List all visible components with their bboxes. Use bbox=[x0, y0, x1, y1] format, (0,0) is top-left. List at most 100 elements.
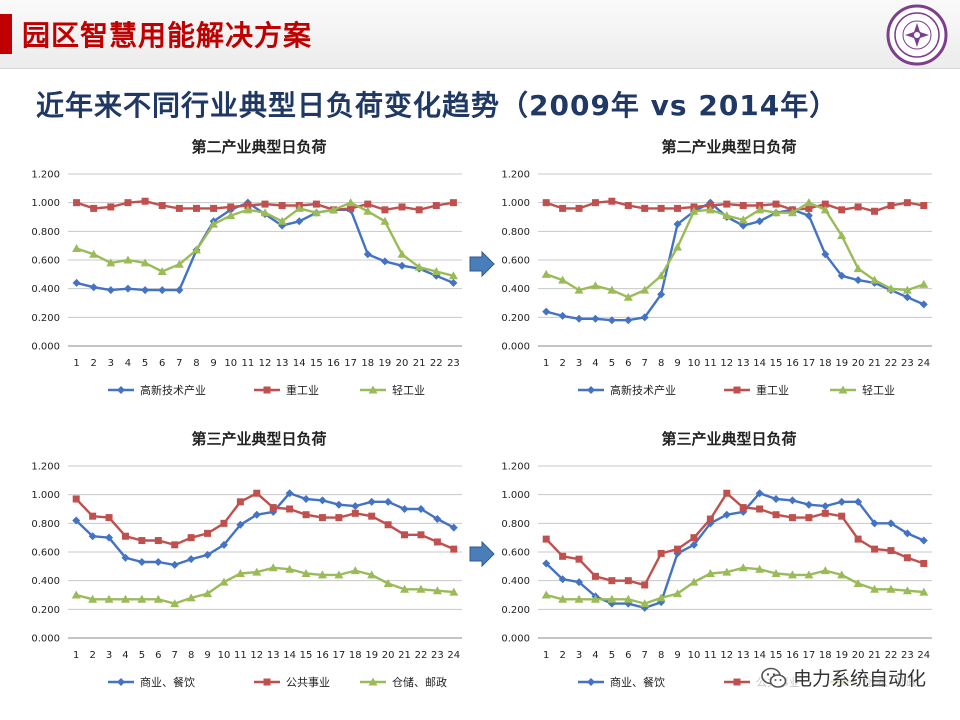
data-point bbox=[398, 203, 406, 211]
data-point bbox=[203, 550, 212, 559]
data-point bbox=[903, 199, 911, 207]
x-tick-label: 7 bbox=[642, 650, 648, 661]
data-point bbox=[415, 206, 423, 214]
data-point bbox=[157, 266, 167, 275]
x-tick-label: 22 bbox=[415, 650, 428, 661]
x-tick-label: 20 bbox=[852, 358, 865, 369]
data-point bbox=[124, 199, 132, 207]
data-point bbox=[837, 570, 847, 579]
data-point bbox=[89, 512, 97, 520]
y-tick-label: 0.800 bbox=[501, 227, 530, 238]
x-tick-label: 11 bbox=[704, 650, 717, 661]
data-point bbox=[351, 502, 360, 511]
data-point bbox=[175, 204, 183, 212]
data-point bbox=[542, 559, 551, 568]
x-tick-label: 17 bbox=[344, 358, 357, 369]
data-point bbox=[381, 206, 389, 214]
x-tick-label: 15 bbox=[770, 650, 783, 661]
series-2 bbox=[542, 197, 928, 215]
x-tick-label: 22 bbox=[885, 358, 898, 369]
data-point bbox=[705, 569, 715, 577]
x-tick-label: 18 bbox=[819, 650, 832, 661]
x-tick-label: 4 bbox=[592, 358, 598, 369]
y-tick-label: 0.000 bbox=[501, 634, 530, 645]
y-tick-label: 0.400 bbox=[31, 284, 60, 295]
data-point bbox=[236, 498, 244, 506]
x-tick-label: 18 bbox=[819, 358, 832, 369]
data-point bbox=[871, 545, 879, 553]
data-point bbox=[640, 285, 650, 294]
data-point bbox=[368, 512, 376, 520]
x-tick-label: 8 bbox=[658, 358, 664, 369]
x-tick-label: 17 bbox=[803, 358, 816, 369]
data-point bbox=[175, 286, 184, 295]
data-point bbox=[903, 293, 912, 302]
series-line bbox=[75, 491, 455, 551]
x-tick-label: 20 bbox=[382, 650, 395, 661]
y-tick-label: 0.600 bbox=[501, 256, 530, 267]
data-point bbox=[71, 590, 81, 599]
data-point bbox=[380, 216, 390, 225]
data-point bbox=[261, 200, 269, 208]
data-point bbox=[209, 219, 219, 228]
x-tick-label: 17 bbox=[333, 650, 346, 661]
data-point bbox=[123, 284, 132, 293]
data-point bbox=[191, 245, 201, 254]
data-point bbox=[294, 203, 304, 212]
legend-marker bbox=[263, 386, 271, 394]
data-point bbox=[657, 290, 666, 299]
legend-marker bbox=[838, 385, 848, 394]
data-point bbox=[317, 570, 327, 579]
x-tick-label: 13 bbox=[267, 650, 280, 661]
legend-entry: 高新技术产业 bbox=[108, 383, 206, 397]
data-point bbox=[105, 514, 113, 522]
data-point bbox=[123, 255, 133, 264]
data-point bbox=[837, 231, 847, 240]
data-point bbox=[219, 540, 228, 549]
data-point bbox=[821, 509, 829, 517]
data-point bbox=[90, 204, 98, 212]
data-point bbox=[624, 577, 632, 585]
data-point bbox=[656, 271, 666, 280]
series-3 bbox=[541, 563, 929, 608]
data-point bbox=[804, 570, 814, 579]
data-point bbox=[72, 516, 81, 525]
data-point bbox=[673, 242, 683, 251]
x-tick-label: 10 bbox=[224, 358, 237, 369]
x-tick-label: 11 bbox=[242, 358, 255, 369]
series-1 bbox=[72, 489, 458, 569]
y-tick-label: 0.200 bbox=[31, 313, 60, 324]
data-point bbox=[278, 202, 286, 210]
data-point bbox=[756, 505, 764, 513]
data-point bbox=[449, 199, 457, 207]
x-tick-label: 13 bbox=[737, 358, 750, 369]
data-point bbox=[805, 514, 813, 522]
data-point bbox=[623, 292, 633, 301]
data-point bbox=[121, 553, 130, 562]
series-line bbox=[545, 491, 925, 587]
y-tick-label: 0.000 bbox=[31, 342, 60, 353]
data-point bbox=[137, 558, 146, 567]
y-tick-label: 1.000 bbox=[501, 198, 530, 209]
x-tick-label: 15 bbox=[310, 358, 323, 369]
data-point bbox=[837, 271, 846, 280]
data-point bbox=[558, 275, 568, 284]
data-point bbox=[657, 549, 665, 557]
data-point bbox=[158, 202, 166, 210]
legend-label: 轻工业 bbox=[392, 383, 425, 397]
data-point bbox=[318, 514, 326, 522]
data-point bbox=[886, 519, 895, 528]
legend-entry: 重工业 bbox=[254, 383, 319, 397]
data-point bbox=[854, 497, 863, 506]
data-point bbox=[414, 262, 424, 271]
data-point bbox=[870, 275, 880, 284]
y-tick-label: 0.800 bbox=[31, 519, 60, 530]
x-tick-label: 11 bbox=[704, 358, 717, 369]
data-point bbox=[367, 497, 376, 506]
series-1 bbox=[542, 489, 928, 612]
legend-marker bbox=[587, 678, 595, 686]
chart-title: 第三产业典型日负荷 bbox=[661, 430, 796, 448]
y-tick-label: 1.200 bbox=[31, 170, 60, 181]
data-point bbox=[347, 204, 355, 212]
x-tick-label: 6 bbox=[625, 358, 631, 369]
